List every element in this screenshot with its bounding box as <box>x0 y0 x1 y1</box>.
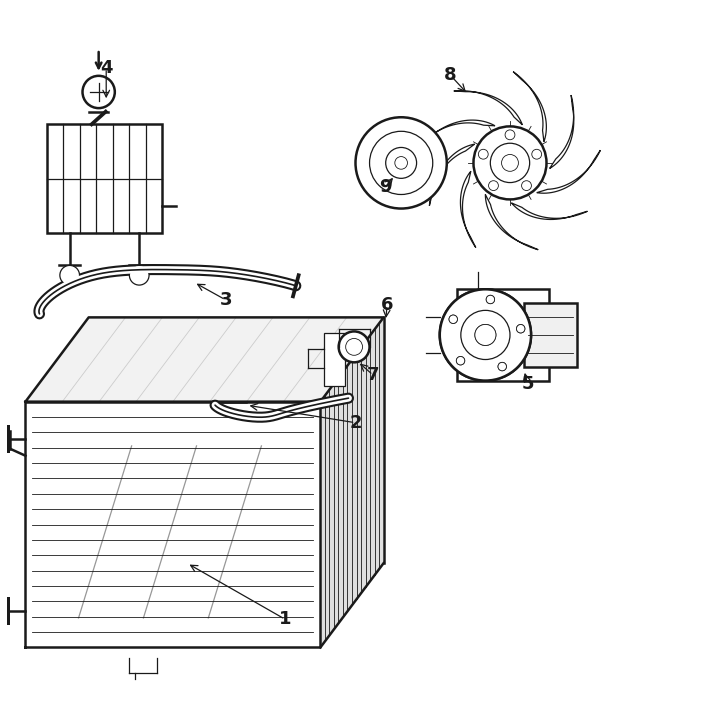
Circle shape <box>440 289 531 381</box>
Circle shape <box>356 117 447 209</box>
Circle shape <box>338 331 370 362</box>
Circle shape <box>488 180 498 190</box>
Circle shape <box>449 315 457 324</box>
Polygon shape <box>324 333 345 386</box>
Circle shape <box>385 147 417 178</box>
Circle shape <box>449 315 457 324</box>
Polygon shape <box>513 72 546 142</box>
Text: 8: 8 <box>444 66 456 84</box>
Circle shape <box>516 324 525 333</box>
Circle shape <box>456 357 465 365</box>
Circle shape <box>474 126 547 200</box>
Polygon shape <box>429 144 475 206</box>
Text: 2: 2 <box>349 414 362 431</box>
Circle shape <box>60 265 80 285</box>
Circle shape <box>501 154 518 171</box>
Circle shape <box>486 295 495 304</box>
Circle shape <box>486 295 495 304</box>
Polygon shape <box>454 91 523 125</box>
Circle shape <box>498 362 506 371</box>
Circle shape <box>370 131 433 195</box>
Circle shape <box>82 76 114 108</box>
Circle shape <box>475 324 496 345</box>
Circle shape <box>516 324 525 333</box>
Circle shape <box>440 289 531 381</box>
Circle shape <box>491 143 530 183</box>
Circle shape <box>505 130 515 140</box>
Polygon shape <box>321 317 384 647</box>
Polygon shape <box>537 150 600 193</box>
Circle shape <box>456 357 465 365</box>
Circle shape <box>129 265 149 285</box>
Circle shape <box>479 149 488 159</box>
Polygon shape <box>421 120 495 144</box>
Polygon shape <box>26 317 384 402</box>
Polygon shape <box>550 95 574 168</box>
Text: 9: 9 <box>379 178 391 197</box>
Polygon shape <box>486 195 538 250</box>
Text: 5: 5 <box>521 375 534 393</box>
Circle shape <box>461 310 510 360</box>
Polygon shape <box>457 289 549 381</box>
Polygon shape <box>46 124 162 233</box>
Text: 6: 6 <box>381 296 393 314</box>
Polygon shape <box>461 171 476 247</box>
Text: 3: 3 <box>219 291 232 309</box>
Text: 7: 7 <box>367 366 379 384</box>
Circle shape <box>461 310 510 360</box>
Polygon shape <box>524 303 577 367</box>
Polygon shape <box>26 402 321 647</box>
Text: 1: 1 <box>279 611 292 628</box>
Circle shape <box>475 324 496 345</box>
Circle shape <box>532 149 542 159</box>
Circle shape <box>522 180 531 190</box>
Circle shape <box>498 362 506 371</box>
Text: 4: 4 <box>100 59 112 77</box>
Circle shape <box>395 157 407 169</box>
Circle shape <box>346 338 363 355</box>
Polygon shape <box>511 203 587 219</box>
